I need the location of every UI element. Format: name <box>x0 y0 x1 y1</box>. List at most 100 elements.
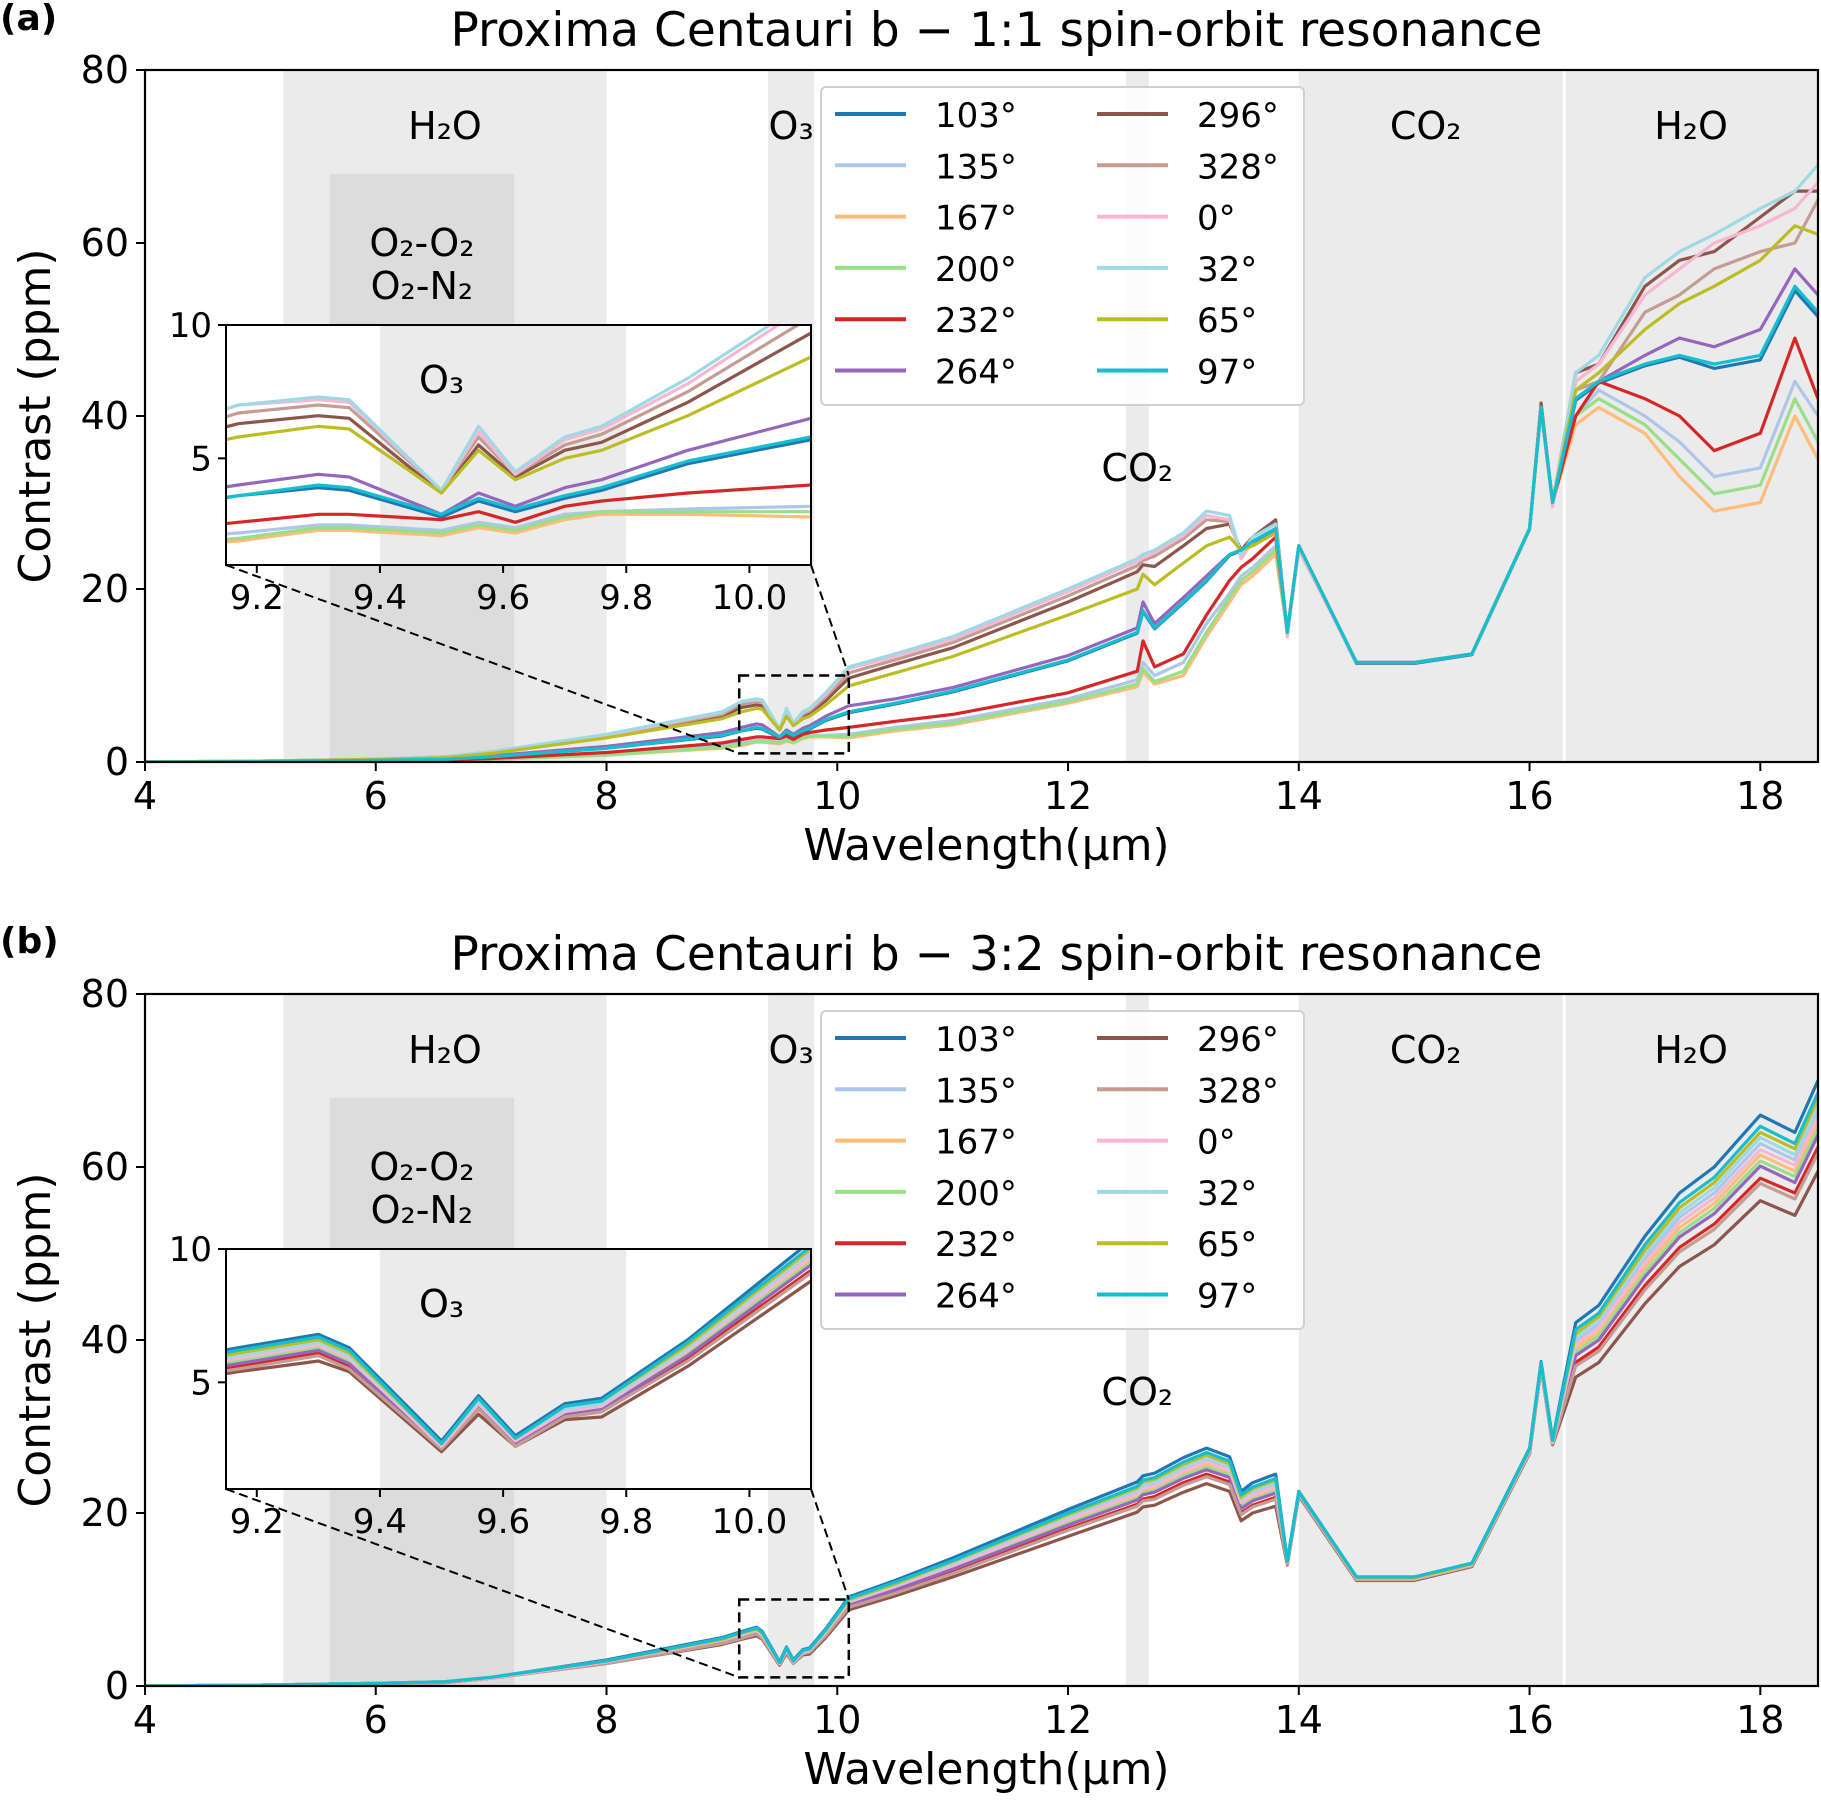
legend-item: 0° <box>1097 1123 1236 1163</box>
inset-line-264deg <box>226 416 811 516</box>
y-axis-label: Contrast (ppm) <box>10 248 61 583</box>
legend-item: 0° <box>1097 199 1236 239</box>
inset-y-tick-label: 10 <box>169 1230 212 1270</box>
inset-connector <box>225 564 740 755</box>
panel-label: (a) <box>0 0 57 39</box>
legend-label: 232° <box>935 1225 1017 1265</box>
legend-label: 65° <box>1197 301 1257 341</box>
inset-frame <box>225 1248 812 1490</box>
band-label: CO₂ <box>1101 446 1173 490</box>
inset-line-32deg <box>226 1250 811 1446</box>
inset-line-328deg <box>226 1271 811 1451</box>
legend-item: 296° <box>1097 1020 1279 1060</box>
inset-line-65deg <box>226 355 811 495</box>
inset-band <box>379 1249 627 1489</box>
y-tick-label: 40 <box>81 394 129 438</box>
legend-item: 97° <box>1097 353 1257 393</box>
legend-label: 135° <box>935 1071 1017 1111</box>
inset-x-tick-label: 9.2 <box>230 578 284 618</box>
inset-line-135deg <box>226 504 811 536</box>
legend-item: 232° <box>835 301 1017 341</box>
legend-label: 103° <box>935 1020 1017 1060</box>
panel-label: (b) <box>0 921 59 962</box>
x-tick-label: 12 <box>1044 774 1092 818</box>
inset-x-tick-label: 10.0 <box>712 578 788 618</box>
legend-item: 264° <box>835 1277 1017 1317</box>
x-tick-label: 6 <box>364 1698 388 1742</box>
x-tick-label: 18 <box>1736 1698 1784 1742</box>
inset-line-167deg <box>226 512 811 544</box>
x-tick-label: 4 <box>133 1698 157 1742</box>
band-label: CO₂ <box>1101 1370 1173 1414</box>
inset-connector <box>810 1488 850 1600</box>
inset-y-tick-label: 5 <box>190 439 212 479</box>
x-tick-label: 8 <box>594 774 618 818</box>
legend-label: 167° <box>935 199 1017 239</box>
inset-line-296deg <box>226 1279 811 1454</box>
inset-y-tick-label: 5 <box>190 1363 212 1403</box>
inset-frame <box>225 324 812 566</box>
series-line-232deg <box>145 336 1818 762</box>
legend-label: 167° <box>935 1123 1017 1163</box>
legend-label: 32° <box>1197 250 1257 290</box>
y-tick-label: 40 <box>81 1318 129 1362</box>
legend-item: 200° <box>835 1174 1017 1214</box>
band-label: O₂-O₂ <box>369 221 474 265</box>
legend-label: 264° <box>935 1277 1017 1317</box>
inset-x-tick-label: 9.2 <box>230 1502 284 1542</box>
legend-item: 328° <box>1097 1071 1279 1111</box>
series-lines <box>145 1079 1818 1686</box>
legend-item: 32° <box>1097 250 1257 290</box>
y-tick-label: 0 <box>105 740 129 784</box>
y-tick-label: 60 <box>81 221 129 265</box>
inset-plot: O₃ 9.2 9.4 9.6 9.8 10.0 5 10 <box>169 306 812 618</box>
x-tick-label: 14 <box>1275 1698 1323 1742</box>
inset-line-264deg <box>226 1263 811 1451</box>
legend-item: 65° <box>1097 301 1257 341</box>
band-label: O₂-O₂ <box>369 1145 474 1189</box>
band-label: CO₂ <box>1390 1028 1462 1072</box>
band-label: H₂O <box>408 1028 482 1072</box>
zoom-region-box <box>737 674 851 755</box>
legend: 103° 135° 167° 200° 232° 264° 296° 328° 0° 32° 65°… <box>820 1010 1305 1330</box>
x-tick-label: 18 <box>1736 774 1784 818</box>
legend-item: 296° <box>1097 96 1279 136</box>
absorption-band <box>1298 70 1563 762</box>
inset-line-200deg <box>226 510 811 541</box>
y-tick-label: 20 <box>81 567 129 611</box>
legend-label: 200° <box>935 1174 1017 1214</box>
inset-line-103deg <box>226 1249 804 1443</box>
legend-label: 296° <box>1197 96 1279 136</box>
x-tick-label: 14 <box>1275 774 1323 818</box>
inset-y-tick-label: 10 <box>169 306 212 346</box>
zoom-region-box <box>737 1598 851 1679</box>
inset-line-97deg <box>226 1249 811 1446</box>
series-line-97deg <box>145 284 1818 762</box>
inset-x-tick-label: 9.4 <box>353 1502 407 1542</box>
y-tick-label: 80 <box>81 48 129 92</box>
series-lines <box>145 164 1818 762</box>
y-tick-label: 60 <box>81 1145 129 1189</box>
legend-label: 232° <box>935 301 1017 341</box>
legend-item: 103° <box>835 1020 1017 1060</box>
legend-item: 135° <box>835 147 1017 187</box>
legend-label: 32° <box>1197 1174 1257 1214</box>
chart-title: Proxima Centauri b − 3:2 spin-orbit reso… <box>451 927 1543 982</box>
y-tick-label: 80 <box>81 972 129 1016</box>
inset-x-tick-label: 9.8 <box>599 1502 653 1542</box>
legend-label: 65° <box>1197 1225 1257 1265</box>
band-label: H₂O <box>408 104 482 148</box>
legend-item: 167° <box>835 199 1017 239</box>
band-label: O₃ <box>769 1028 814 1072</box>
legend-label: 264° <box>935 353 1017 393</box>
legend-box <box>820 1010 1305 1330</box>
x-tick-label: 6 <box>364 774 388 818</box>
legend-item: 103° <box>835 96 1017 136</box>
inset-connector <box>810 564 850 676</box>
band-label: H₂O <box>1654 1028 1728 1072</box>
band-label: O₃ <box>769 104 814 148</box>
legend-item: 167° <box>835 1123 1017 1163</box>
series-line-328deg <box>145 1152 1818 1686</box>
